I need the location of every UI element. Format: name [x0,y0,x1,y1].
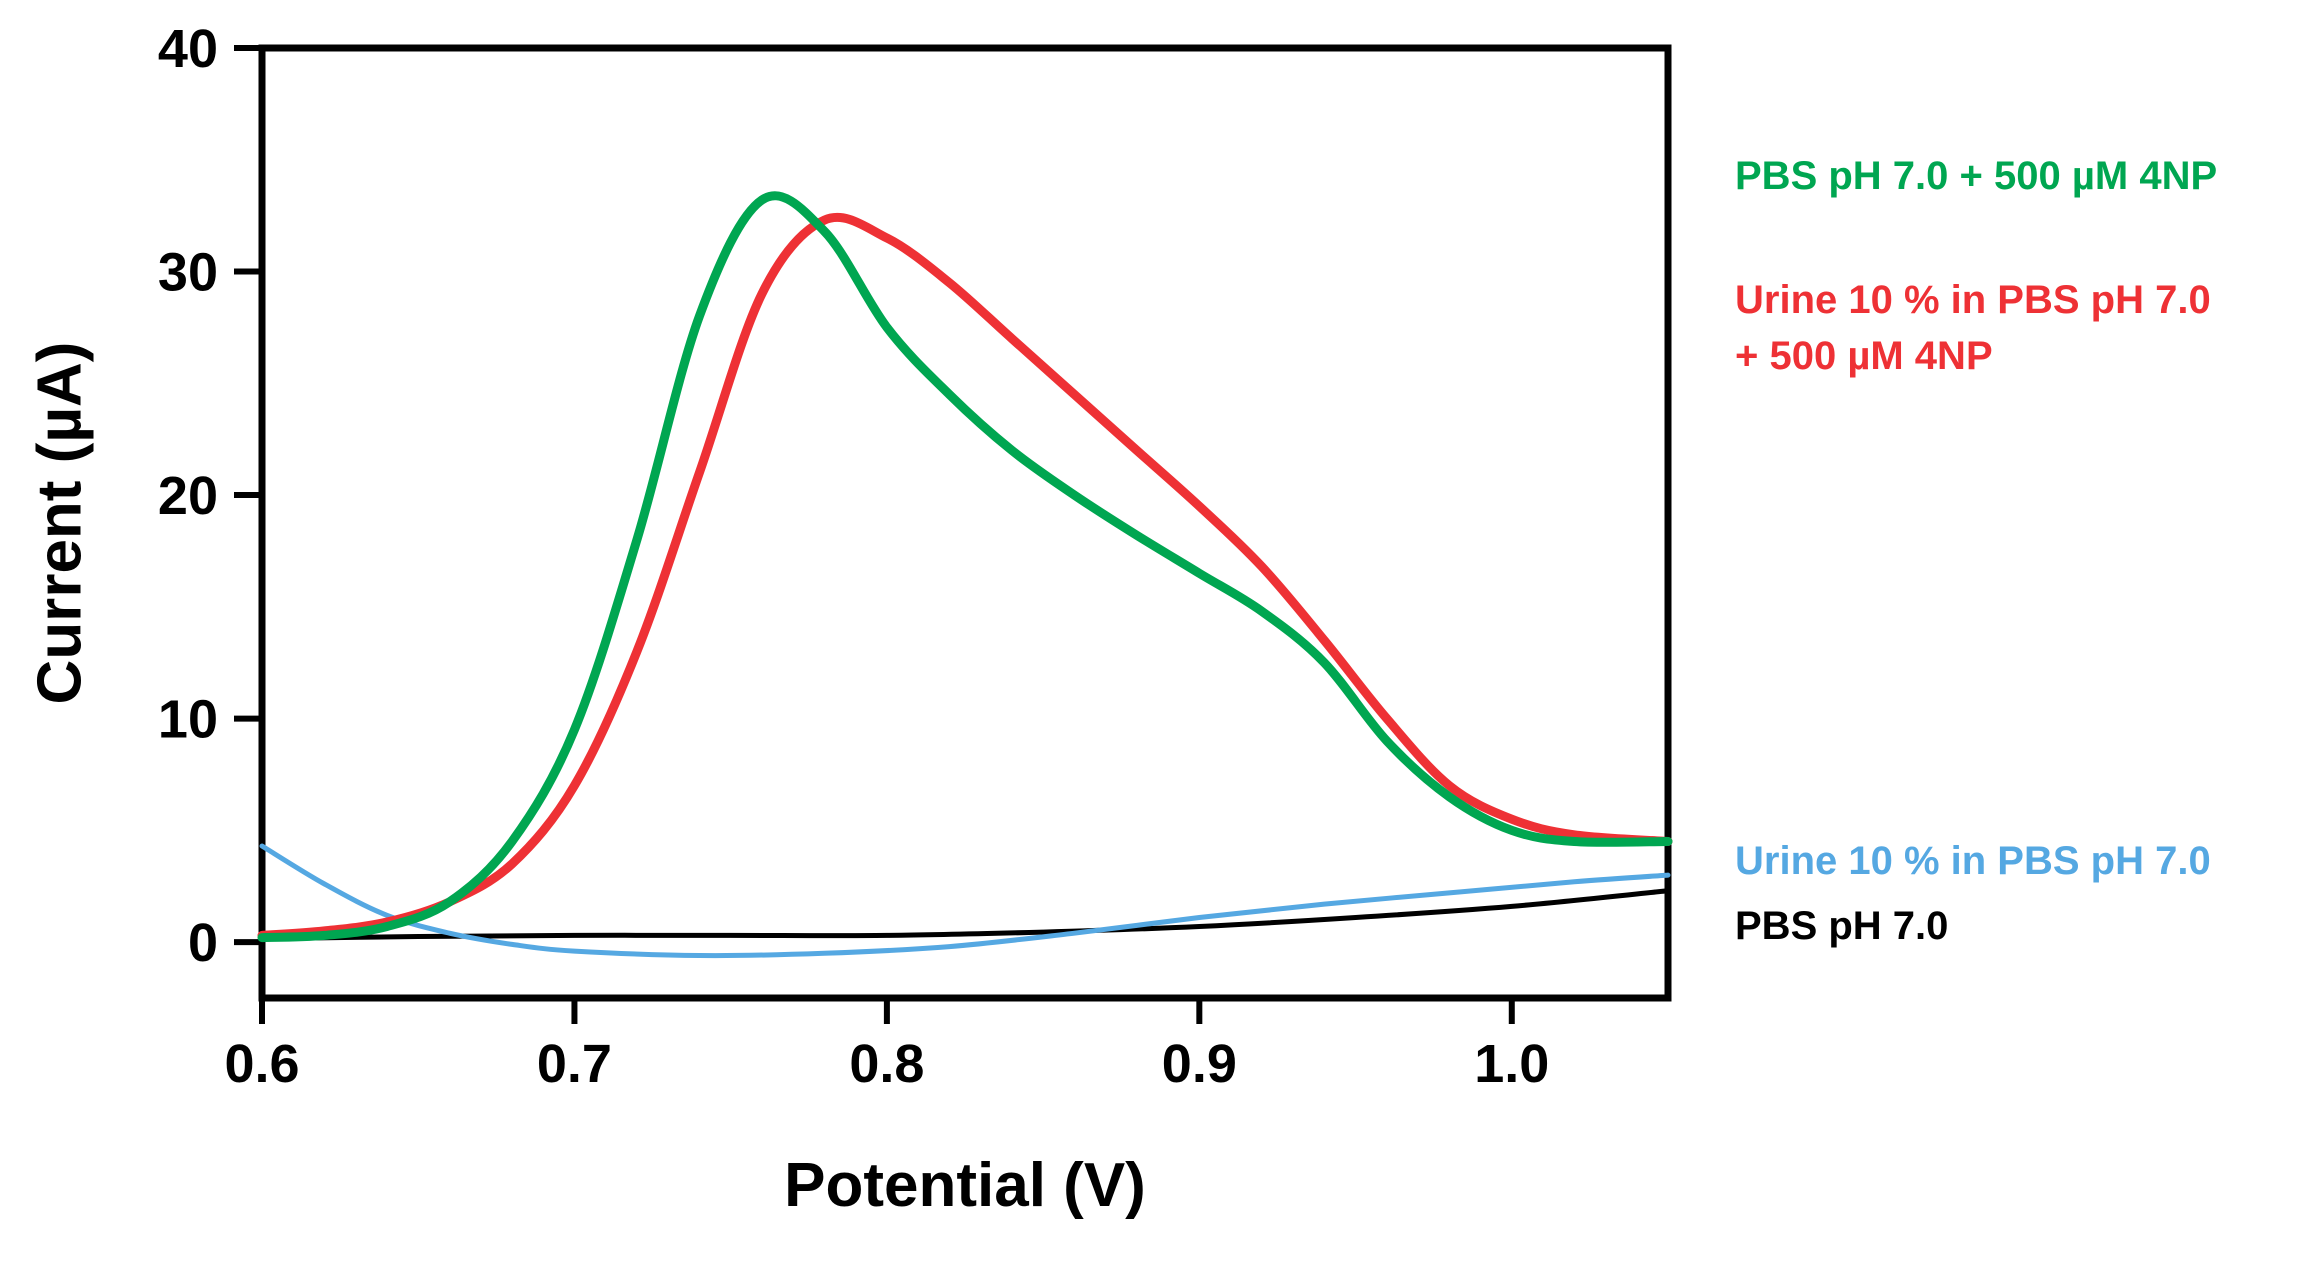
svg-text:1.0: 1.0 [1474,1034,1549,1094]
x-axis-label: Potential (V) [784,1151,1146,1220]
svg-text:0.7: 0.7 [537,1034,612,1094]
legend-entry: Urine 10 % in PBS pH 7.0 + 500 µM 4NP [1735,278,2211,378]
legend: PBS pH 7.0 + 500 µM 4NP Urine 10 % in PB… [1735,0,2295,1262]
svg-text:0.6: 0.6 [224,1034,299,1094]
svg-text:0.8: 0.8 [849,1034,924,1094]
legend-entry: Urine 10 % in PBS pH 7.0 [1735,839,2211,883]
svg-text:20: 20 [158,466,218,526]
svg-text:0.9: 0.9 [1162,1034,1237,1094]
legend-entry: PBS pH 7.0 [1735,904,1949,948]
chart-svg: 0.6 0.7 0.8 0.9 1.0 0 10 20 30 40 [158,19,1673,1094]
svg-text:40: 40 [158,19,218,79]
legend-entry: PBS pH 7.0 + 500 µM 4NP [1735,154,2218,198]
svg-text:0: 0 [188,913,218,973]
y-axis-label: Current (µA) [25,341,95,705]
voltammogram-chart: 0.6 0.7 0.8 0.9 1.0 0 10 20 30 40 Potential (V) C… [25,19,1673,1220]
svg-text:30: 30 [158,243,218,303]
svg-text:10: 10 [158,690,218,750]
